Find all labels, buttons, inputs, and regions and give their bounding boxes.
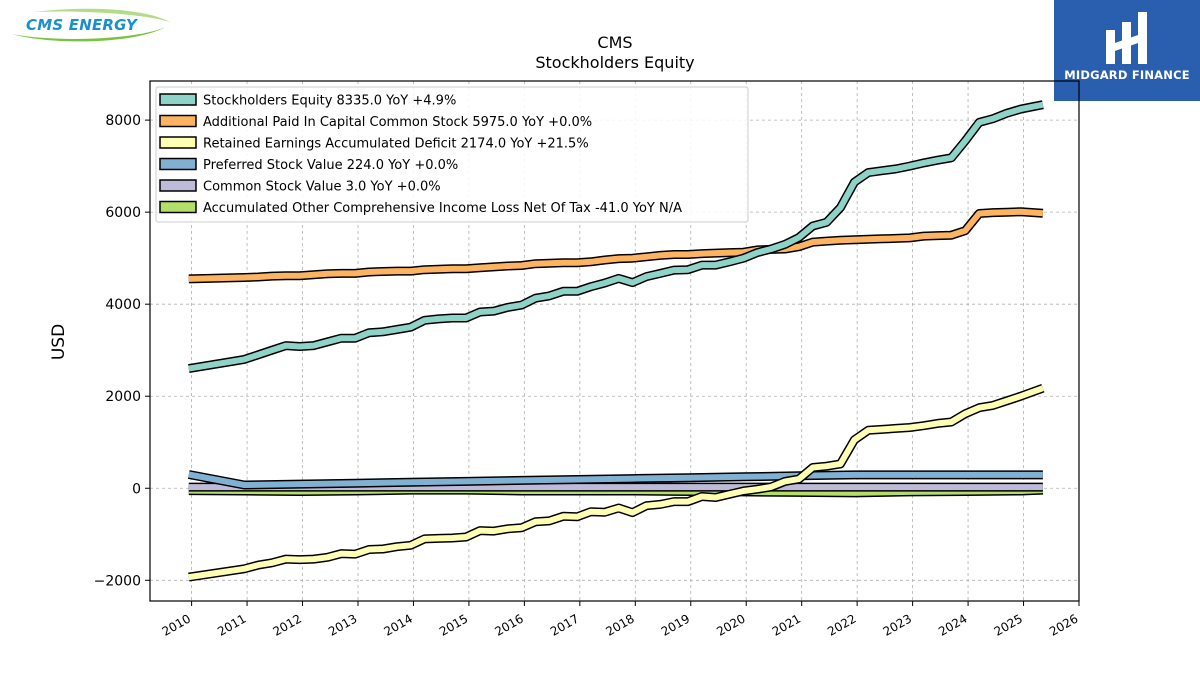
swoosh-icon [12,8,170,42]
legend-entry: Common Stock Value 3.0 YoY +0.0% [159,179,441,195]
y-tick-label: 4000 [105,297,141,313]
x-tick-label: 2021 [770,611,803,638]
cms-energy-brand-text: CMS ENERGY [26,16,138,34]
axis-ticks: 2010 2011 2012 2013 2014 2015 2016 2017 2018 2019… [94,113,1081,639]
legend-box [155,86,749,223]
x-tick-label: 2015 [437,611,470,638]
x-tick-label: 2016 [492,611,525,638]
chart-title: CMS [597,33,632,52]
x-tick-label: 2023 [881,611,914,638]
series-stroke [188,385,1044,581]
legend-label: Additional Paid In Capital Common Stock … [203,115,592,130]
legend-label: Common Stock Value 3.0 YoY +0.0% [203,180,441,195]
legend-swatch [159,157,197,171]
legend-entry: Additional Paid In Capital Common Stock … [159,114,592,130]
legend: Stockholders Equity 8335.0 YoY +4.9% Addi… [155,86,749,223]
x-tick-label: 2020 [714,611,747,638]
series-line-2 [188,383,1045,582]
series-stroke [188,208,1044,282]
legend-label: Accumulated Other Comprehensive Income L… [203,201,682,216]
series-layer [187,100,1045,582]
y-tick-label: −2000 [94,573,141,589]
x-tick-label: 2019 [659,611,692,638]
plot-frame [149,80,1080,602]
y-tick-label: 0 [132,481,141,497]
legend-swatch [159,179,197,192]
x-tick-label: 2012 [271,611,304,638]
x-tick-label: 2018 [603,611,636,638]
midgard-mark-icon [1106,12,1147,64]
series-line-3 [187,470,1043,490]
x-tick-label: 2022 [825,611,858,638]
x-tick-label: 2013 [326,611,359,638]
legend-swatch [159,200,197,214]
legend-label: Stockholders Equity 8335.0 YoY +4.9% [203,94,456,109]
series-stroke [188,471,1043,488]
midgard-finance-logo: MIDGARD FINANCE [1054,0,1200,101]
cms-energy-logo: CMS ENERGY [4,4,174,46]
legend-swatch [159,93,197,106]
x-tick-label: 2017 [548,611,581,638]
series-line-0 [188,100,1044,374]
legend-label: Retained Earnings Accumulated Deficit 21… [203,137,589,152]
series-line-1 [188,207,1044,284]
midgard-finance-brand-text: MIDGARD FINANCE [1064,68,1190,82]
x-tick-label: 2011 [215,611,248,638]
x-tick-label: 2026 [1047,611,1080,638]
legend-entry: Stockholders Equity 8335.0 YoY +4.9% [159,93,456,109]
chart-subtitle: Stockholders Equity [535,53,694,72]
legend-label: Preferred Stock Value 224.0 YoY +0.0% [203,158,458,173]
x-tick-label: 2024 [936,611,969,638]
y-tick-label: 6000 [105,205,141,221]
legend-entry: Retained Earnings Accumulated Deficit 21… [159,136,589,152]
y-tick-label: 2000 [105,389,141,405]
x-tick-label: 2010 [160,611,193,638]
legend-entry: Preferred Stock Value 224.0 YoY +0.0% [159,157,458,173]
y-axis-label: USD [49,324,69,360]
y-tick-label: 8000 [105,113,141,129]
x-tick-label: 2025 [992,611,1025,638]
series-stroke [188,101,1044,372]
legend-entry: Accumulated Other Comprehensive Income L… [159,200,682,216]
legend-swatch [159,136,197,149]
legend-swatch [159,114,197,128]
x-tick-label: 2014 [381,611,414,638]
